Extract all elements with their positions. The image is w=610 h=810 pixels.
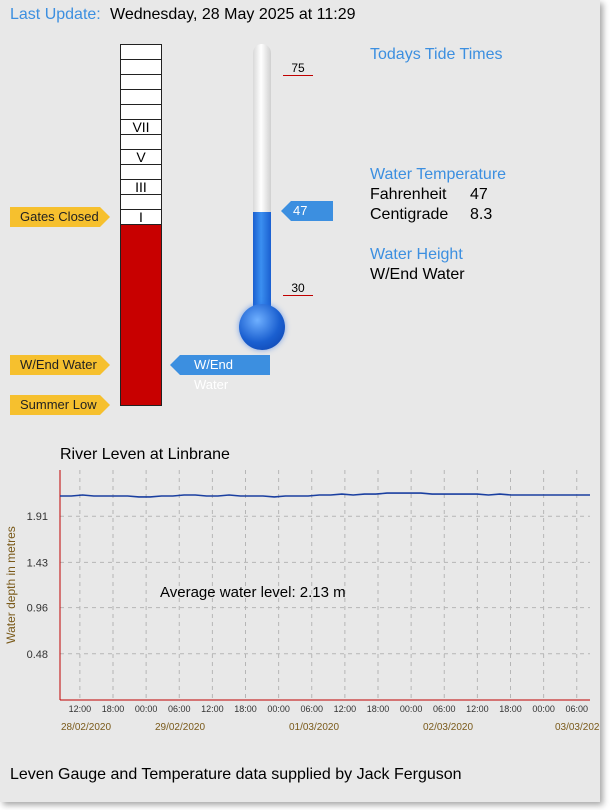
wend-water-marker: W/End Water — [10, 355, 110, 375]
date-label: 02/03/2020 — [423, 722, 473, 733]
current-level-marker: W/End Water — [170, 355, 270, 392]
fahrenheit-label: Fahrenheit — [370, 186, 447, 203]
water-temperature-title: Water Temperature — [370, 166, 507, 183]
date-label: 03/03/2020 — [555, 722, 600, 733]
thermometer-tube — [253, 44, 271, 314]
gauge-cell — [121, 90, 161, 105]
series-line — [60, 492, 590, 498]
thermometer-min-label: 30 — [291, 281, 305, 295]
thermometer-value-marker: 47 — [281, 201, 333, 221]
panel: Last Update: Wednesday, 28 May 2025 at 1… — [0, 0, 600, 802]
gauge-label-iii: III — [121, 180, 161, 195]
gauge-label-vii: VII — [121, 120, 161, 135]
x-tick-label: 00:00 — [532, 704, 555, 714]
x-tick-label: 18:00 — [499, 704, 522, 714]
date-label: 28/02/2020 — [61, 722, 111, 733]
level-gauge: VII V III I — [120, 44, 162, 406]
gauge-cell — [121, 105, 161, 120]
x-tick-label: 00:00 — [267, 704, 290, 714]
thermometer-min-tick — [283, 295, 313, 296]
y-tick-label: 1.91 — [27, 511, 48, 523]
gauge-label-i: I — [121, 210, 161, 225]
footer-credit: Leven Gauge and Temperature data supplie… — [10, 766, 462, 783]
x-tick-label: 06:00 — [300, 704, 323, 714]
gates-closed-marker: Gates Closed — [10, 207, 110, 227]
y-axis-label: Water depth in metres — [4, 526, 18, 644]
water-level-chart: 1.91 1.43 0.96 0.48 12:00 18:00 00:00 06:00 12:0… — [4, 470, 600, 733]
x-tick-label: 12:00 — [69, 704, 92, 714]
y-tick-label: 1.43 — [27, 557, 48, 569]
x-tick-label: 18:00 — [234, 704, 257, 714]
gauge-fill — [121, 225, 161, 405]
average-annotation: Average water level: 2.13 m — [160, 584, 346, 601]
thermometer-bulb — [239, 304, 285, 350]
y-tick-label: 0.96 — [27, 603, 48, 615]
chart-title: River Leven at Linbrane — [60, 446, 230, 463]
thermometer-fill — [253, 211, 271, 314]
gauge-cell — [121, 195, 161, 210]
gauge-label-v: V — [121, 150, 161, 165]
centigrade-label: Centigrade — [370, 206, 449, 223]
date-label: 29/02/2020 — [155, 722, 205, 733]
x-tick-label: 06:00 — [433, 704, 456, 714]
x-tick-label: 18:00 — [367, 704, 390, 714]
gauge-cell — [121, 75, 161, 90]
x-tick-label: 06:00 — [565, 704, 588, 714]
last-update-value: Wednesday, 28 May 2025 at 11:29 — [110, 6, 356, 23]
gauge-cell — [121, 135, 161, 150]
x-tick-label: 06:00 — [168, 704, 191, 714]
gauge-cell — [121, 60, 161, 75]
gauge-cell — [121, 45, 161, 60]
x-tick-label: 12:00 — [334, 704, 357, 714]
summer-low-marker: Summer Low — [10, 395, 110, 415]
y-tick-label: 0.48 — [27, 649, 48, 661]
centigrade-value: 8.3 — [470, 206, 493, 223]
gauge-cell — [121, 165, 161, 180]
last-update-label: Last Update: — [10, 6, 101, 23]
thermometer-max-label: 75 — [291, 61, 305, 75]
x-tick-label: 12:00 — [201, 704, 224, 714]
fahrenheit-value: 47 — [470, 186, 488, 203]
tide-times-title: Todays Tide Times — [370, 46, 503, 63]
x-tick-label: 12:00 — [466, 704, 489, 714]
x-tick-label: 00:00 — [135, 704, 158, 714]
x-tick-label: 00:00 — [400, 704, 423, 714]
water-height-title: Water Height — [370, 246, 463, 263]
x-tick-label: 18:00 — [102, 704, 125, 714]
thermometer-max-tick — [283, 75, 313, 76]
date-label: 01/03/2020 — [289, 722, 339, 733]
water-height-value: W/End Water — [370, 266, 465, 283]
